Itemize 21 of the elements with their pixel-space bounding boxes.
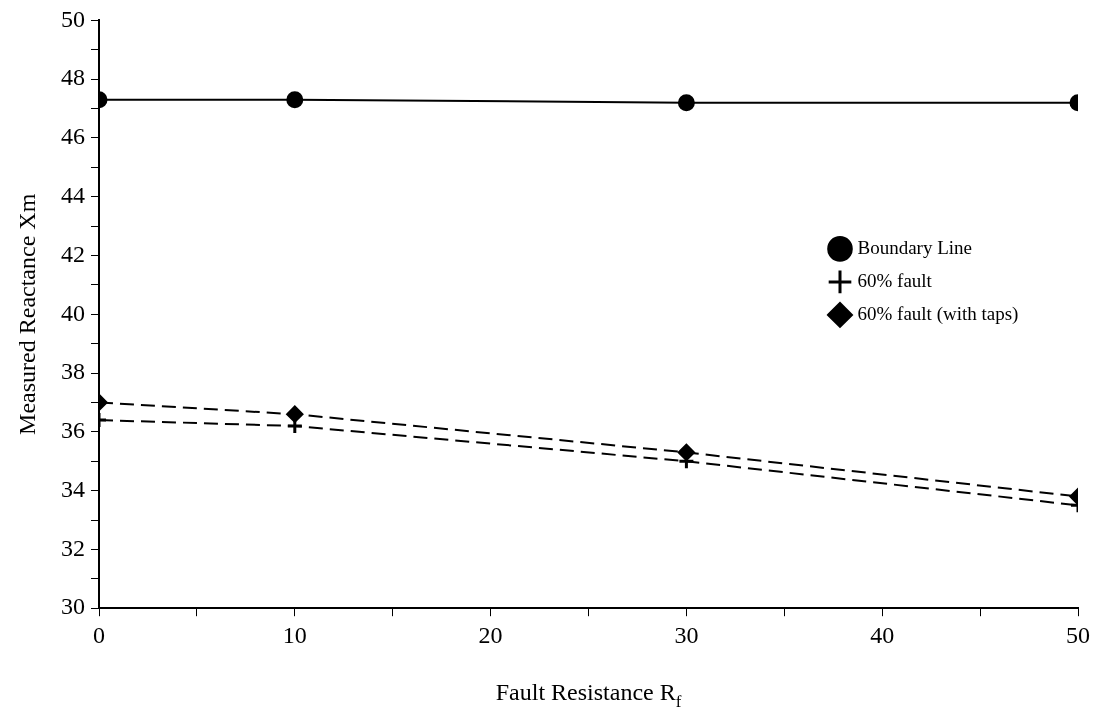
x-tick-label: 30 bbox=[674, 621, 699, 648]
y-tick-label: 42 bbox=[61, 240, 85, 267]
y-tick-label: 38 bbox=[61, 358, 85, 385]
y-tick-label: 32 bbox=[61, 534, 85, 561]
x-tick-label: 20 bbox=[478, 621, 503, 648]
x-tick-label: 40 bbox=[870, 621, 895, 648]
legend-label: 60% fault bbox=[857, 269, 933, 291]
legend-label: Boundary Line bbox=[857, 236, 973, 258]
y-tick-label: 34 bbox=[61, 475, 85, 502]
y-tick-label: 44 bbox=[61, 182, 85, 209]
legend-label: 60% fault (with taps) bbox=[857, 302, 1019, 325]
x-tick-label: 0 bbox=[93, 621, 105, 648]
y-tick-label: 50 bbox=[61, 5, 85, 32]
x-tick-label: 10 bbox=[282, 621, 307, 648]
y-tick-label: 40 bbox=[61, 299, 85, 326]
y-tick-label: 46 bbox=[61, 123, 85, 150]
y-tick-label: 30 bbox=[61, 593, 85, 620]
y-axis-title: Measured Reactance Xm bbox=[14, 193, 40, 435]
y-tick-label: 48 bbox=[61, 64, 85, 91]
x-tick-label: 50 bbox=[1066, 621, 1090, 648]
y-tick-label: 36 bbox=[61, 417, 85, 444]
